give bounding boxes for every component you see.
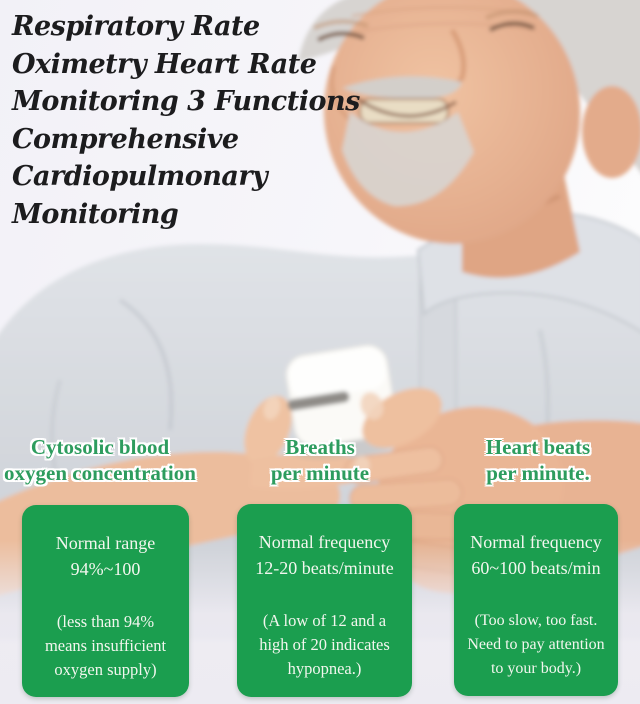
shirt-fold bbox=[118, 298, 174, 431]
card-normal-range: Normal frequency 60~100 beats/min bbox=[470, 532, 602, 578]
man-ear bbox=[582, 86, 640, 178]
man-beard bbox=[342, 112, 474, 207]
card-normal-range: Normal range 94%~100 bbox=[55, 533, 156, 579]
man-eye-right bbox=[489, 21, 535, 32]
card-respiratory-rate: Normal frequency 12-20 beats/minute (A lo… bbox=[237, 504, 412, 697]
man-mustache bbox=[342, 76, 462, 99]
label-heart-rate: Heart beats per minute. bbox=[485, 435, 591, 485]
headline: Respiratory Rate Oximetry Heart Rate Monit… bbox=[12, 11, 360, 230]
left-thumb bbox=[244, 395, 292, 465]
card-note: (A low of 12 and a high of 20 indicates hy… bbox=[259, 611, 390, 678]
card-note: (less than 94% means insufficient oxygen s… bbox=[44, 612, 167, 679]
card-normal-range: Normal frequency 12-20 beats/minute bbox=[255, 532, 394, 578]
card-blood-oxygen: Normal range 94%~100 (less than 94% means … bbox=[22, 505, 189, 697]
man-face bbox=[313, 0, 581, 244]
right-finger bbox=[344, 446, 444, 484]
card-note: (Too slow, too fast. Need to pay attentio… bbox=[467, 612, 605, 677]
label-blood-oxygen: Cytosolic blood oxygen concentration bbox=[4, 435, 196, 485]
card-heart-rate: Normal frequency 60~100 beats/min (Too sl… bbox=[454, 504, 618, 696]
man-smile bbox=[355, 96, 457, 124]
label-respiratory-rate: Breaths per minute bbox=[270, 435, 370, 485]
man-eye-left bbox=[317, 31, 365, 42]
left-index-finger bbox=[250, 452, 357, 490]
device-clip-slot bbox=[287, 391, 350, 411]
